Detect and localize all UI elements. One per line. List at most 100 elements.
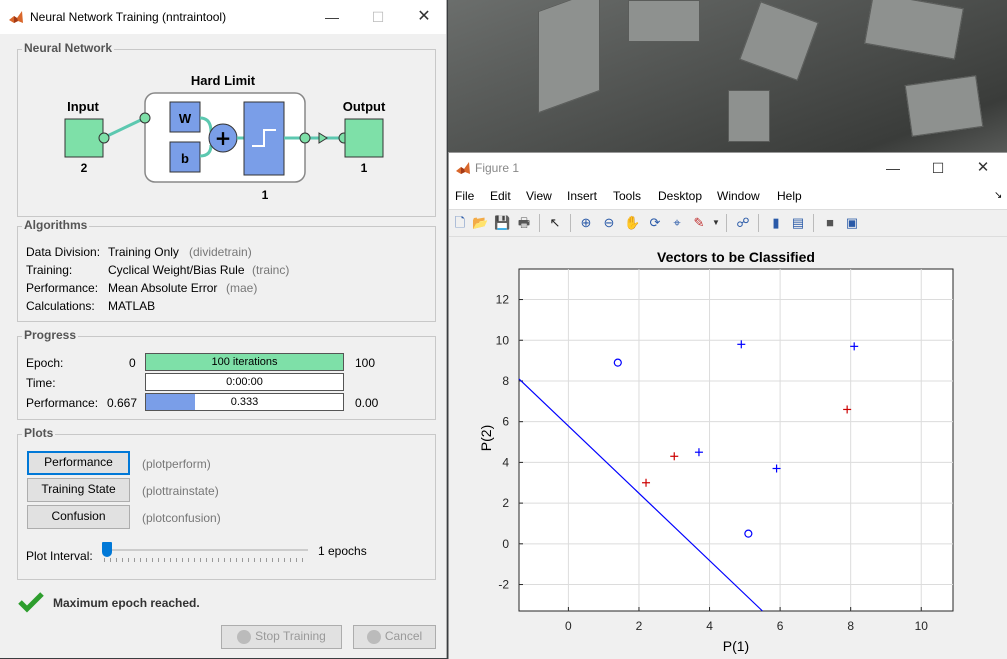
menu-desktop[interactable]: Desktop	[658, 189, 703, 203]
performance-min: 0.667	[107, 396, 138, 410]
layer-size: 1	[262, 188, 269, 202]
scatter-chart: Vectors to be Classified 0 2 4 6 8 10 -2 0 2 4 6 8 1…	[478, 249, 954, 654]
y-tick-label: 6	[502, 415, 509, 429]
y-tick-label: 8	[502, 374, 509, 388]
matlab-logo-icon	[456, 162, 470, 174]
figure-minimize-button[interactable]: —	[886, 160, 900, 176]
title-bar: Neural Network Training (nntraintool) — …	[0, 0, 446, 34]
x-tick-label: 10	[915, 619, 929, 633]
figure-menu-bar: File Edit View Insert Tools Desktop Wind…	[449, 183, 1007, 209]
plus-marker	[843, 405, 852, 414]
wallpaper-shard	[739, 1, 819, 81]
stop-training-label: Stop Training	[255, 629, 326, 643]
y-axis-label: P(2)	[478, 425, 494, 451]
confusion-plot-button[interactable]: Confusion	[27, 505, 130, 529]
output-size: 1	[361, 161, 368, 175]
time-value: 0:00:00	[226, 376, 263, 388]
pointer-icon[interactable]: ↖	[549, 215, 561, 230]
save-icon[interactable]: 💾	[494, 215, 511, 230]
menu-file[interactable]: File	[455, 189, 475, 203]
connector-dot	[98, 132, 110, 144]
arrow-icon	[318, 132, 328, 144]
menu-edit[interactable]: Edit	[490, 189, 511, 203]
epoch-label: Epoch:	[26, 356, 64, 370]
open-file-icon[interactable]: 📂	[472, 215, 489, 230]
algorithm-fn: (dividetrain)	[189, 245, 252, 259]
data-points	[613, 340, 859, 538]
stop-training-button[interactable]: Stop Training	[221, 625, 342, 649]
x-tick-label: 6	[777, 619, 784, 633]
performance-label: Performance:	[26, 396, 99, 410]
figure-maximize-button[interactable]: ☐	[931, 160, 945, 176]
nntraintool-window: Neural Network Training (nntraintool) — …	[0, 0, 447, 658]
grid-lines	[519, 269, 953, 611]
plot-interval-track	[102, 549, 308, 551]
input-label: Input	[67, 99, 99, 114]
hide-plot-tools-icon[interactable]: ■	[826, 215, 834, 230]
decision-boundary-line	[518, 378, 763, 612]
brush-dropdown-icon[interactable]: ▼	[712, 218, 720, 227]
cancel-button[interactable]: Cancel	[353, 625, 436, 649]
bias-connection	[199, 144, 213, 158]
training-state-plot-button[interactable]: Training State	[27, 478, 130, 502]
zoom-out-icon[interactable]: ⊖	[603, 215, 615, 230]
dock-arrow-icon[interactable]: ↘	[994, 190, 1003, 201]
performance-plot-button[interactable]: Performance	[27, 451, 130, 475]
toolbar-separator	[813, 214, 814, 232]
print-icon[interactable]: 🖶	[517, 215, 531, 230]
maximize-button[interactable]: ☐	[371, 9, 385, 25]
legend-icon[interactable]: ▤	[791, 215, 805, 230]
plot-interval-slider[interactable]	[102, 542, 112, 557]
weight-connection	[199, 116, 213, 133]
menu-tools[interactable]: Tools	[613, 189, 642, 203]
wallpaper-shard	[904, 75, 984, 137]
epoch-progress-fill	[146, 354, 343, 370]
chart-title: Vectors to be Classified	[657, 249, 815, 265]
performance-progress-text: 0.333	[230, 396, 259, 408]
wallpaper-shard	[728, 90, 770, 142]
menu-help[interactable]: Help	[777, 189, 802, 203]
show-plot-tools-icon[interactable]: ▣	[845, 215, 859, 230]
rotate-icon[interactable]: ⟳	[649, 215, 661, 230]
figure-title: Figure 1	[475, 161, 520, 175]
connector-dot	[139, 112, 151, 124]
plot-interval-ticks	[104, 558, 308, 562]
menu-view[interactable]: View	[526, 189, 552, 203]
time-label: Time:	[26, 376, 56, 390]
pan-icon[interactable]: ✋	[624, 215, 641, 230]
menu-insert[interactable]: Insert	[567, 189, 598, 203]
brush-icon[interactable]: ✎	[693, 215, 705, 230]
close-button[interactable]: ✕	[417, 8, 431, 25]
figure-close-button[interactable]: ✕	[976, 159, 990, 176]
link-plot-icon[interactable]: ☍	[736, 215, 750, 230]
minimize-button[interactable]: —	[325, 9, 339, 25]
algorithm-label: Performance:	[26, 281, 99, 295]
performance-progress-fill	[146, 394, 196, 410]
data-cursor-icon[interactable]: ⌖	[673, 215, 681, 230]
progress-panel: Progress Epoch: 0 100 iterations 100 Tim…	[17, 328, 436, 420]
cancel-label: Cancel	[384, 629, 423, 643]
tick-labels: 0 2 4 6 8 10 -2 0 2 4 6 8 10 12	[496, 293, 929, 633]
figure-toolbar: 🗋 📂 💾 🖶 ↖ ⊕ ⊖ ✋ ⟳ ⌖ ✎ ▼ ☍ ▮ ▤ ■ ▣	[449, 209, 1007, 237]
menu-window[interactable]: Window	[717, 189, 760, 203]
decision-boundary-layer	[518, 378, 763, 612]
algorithm-value: Cyclical Weight/Bias Rule	[108, 263, 245, 277]
new-figure-icon[interactable]: 🗋	[454, 215, 466, 230]
toolbar-separator	[726, 214, 727, 232]
algorithms-panel: Algorithms Data Division: Training Only …	[17, 218, 436, 322]
plus-icon: +	[215, 126, 232, 150]
y-tick-label: 12	[496, 293, 510, 307]
status-message: Maximum epoch reached.	[53, 596, 200, 610]
plot-interval-value: 1 epochs	[318, 544, 367, 558]
layer-title: Hard Limit	[191, 73, 256, 88]
zoom-in-icon[interactable]: ⊕	[580, 215, 592, 230]
stop-icon	[237, 629, 252, 644]
algorithm-value: MATLAB	[108, 299, 156, 313]
cancel-icon	[366, 629, 381, 644]
colorbar-icon[interactable]: ▮	[772, 215, 780, 230]
plot-fn: (plotconfusion)	[142, 511, 221, 525]
wallpaper-shard	[538, 0, 600, 114]
neural-network-panel: Neural Network Input 2 Hard Limit W b + …	[17, 41, 436, 217]
plus-marker	[670, 452, 679, 461]
wallpaper-shard	[864, 0, 964, 60]
